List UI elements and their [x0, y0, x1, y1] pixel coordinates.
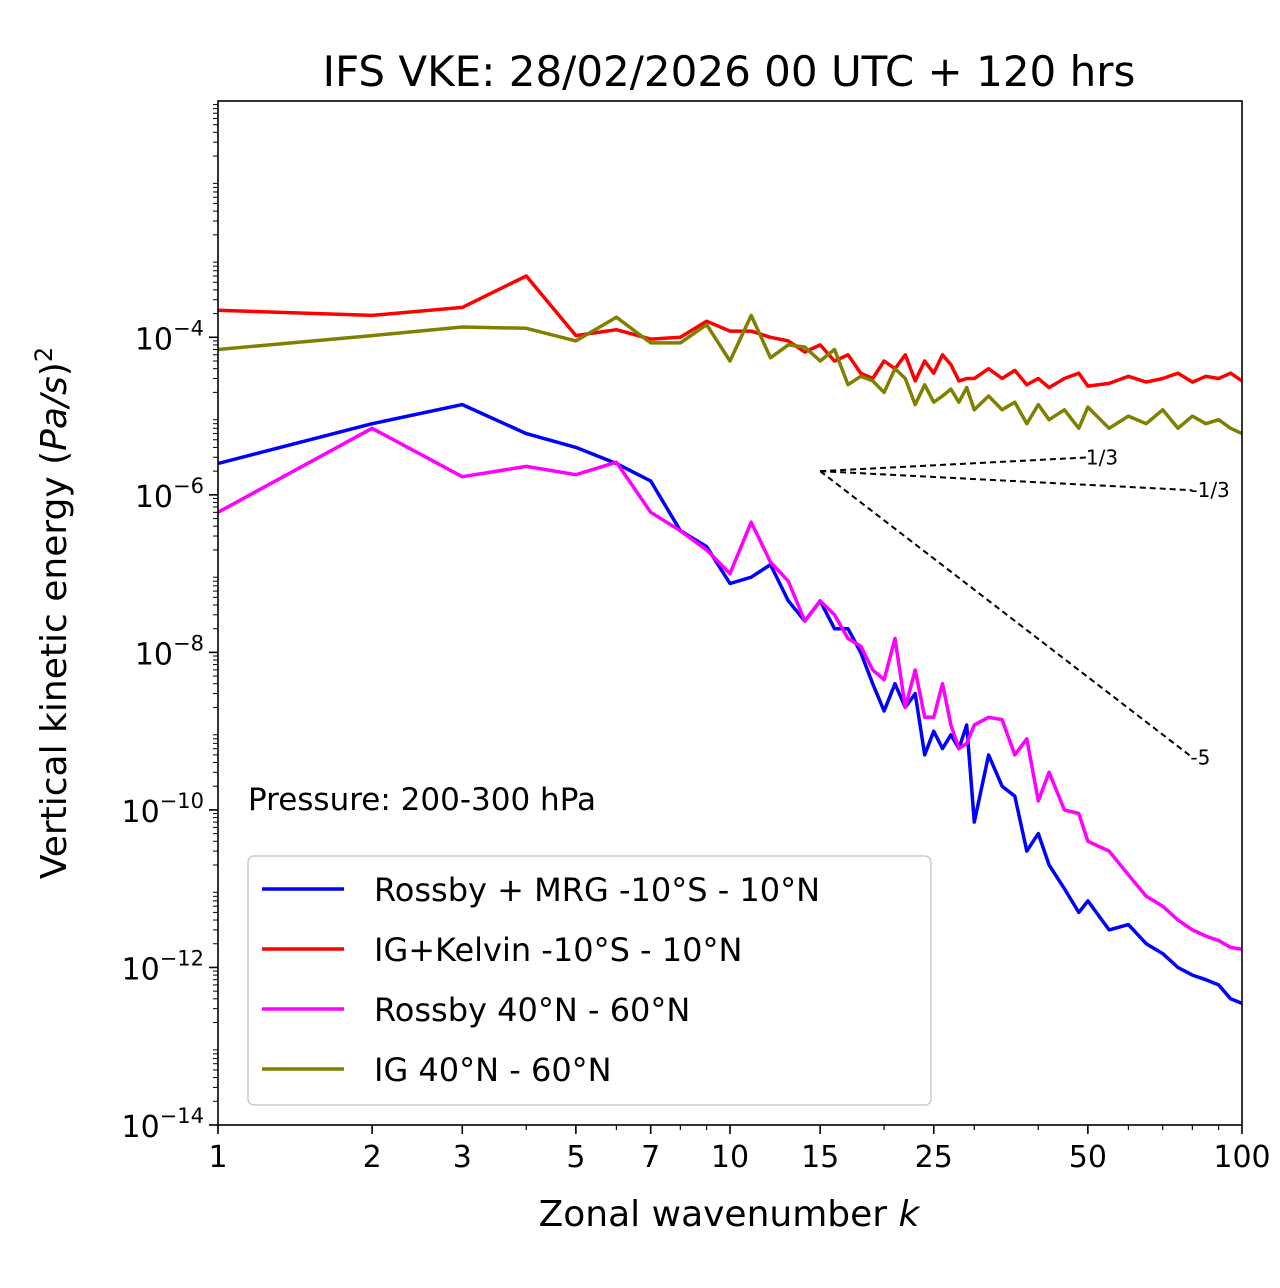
y-tick-label: 10−10: [121, 789, 204, 830]
legend-box: [247, 855, 932, 1106]
reference-slope-lines: [819, 456, 1193, 759]
y-axis-ticks: 10−4 10−6 10−8 10−10 10−12 10−14: [121, 104, 218, 1145]
y-tick-label: 10−14: [121, 1104, 204, 1145]
y-tick-label: 10−4: [135, 316, 204, 357]
reference-slope-label: -5: [1190, 745, 1210, 769]
y-tick-label: 10−6: [135, 474, 204, 515]
pressure-annotation: Pressure: 200-300 hPa: [248, 782, 596, 818]
y-tick-label: 10−8: [135, 631, 204, 672]
series-line: [218, 274, 1242, 390]
x-axis-label: Zonal wavenumber k: [539, 1194, 922, 1235]
series-line: [218, 402, 1242, 1006]
x-tick-label: 5: [566, 1140, 585, 1175]
legend-label: Rossby 40°N - 60°N: [374, 991, 690, 1029]
reference-slope-labels: 1/3 -1/3 -5: [1086, 445, 1230, 769]
legend-label: IG 40°N - 60°N: [374, 1051, 612, 1089]
reference-slope-line: [820, 470, 1193, 492]
x-tick-label: 2: [363, 1140, 382, 1175]
x-tick-label: 100: [1213, 1140, 1270, 1175]
legend-label: IG+Kelvin -10°S - 10°N: [374, 931, 742, 969]
y-axis-label: Vertical kinetic energy (Pa/s)2: [30, 347, 75, 879]
legend-label: Rossby + MRG -10°S - 10°N: [374, 871, 820, 909]
x-tick-label: 7: [641, 1140, 660, 1175]
chart-title: IFS VKE: 28/02/2026 00 UTC + 120 hrs: [323, 47, 1136, 96]
x-axis-ticks: 1 2 3 5 7 10 15 25 50 100: [208, 1125, 1271, 1175]
reference-slope-line: [820, 456, 1088, 473]
reference-slope-line: [819, 470, 1193, 759]
reference-slope-label: -1/3: [1190, 478, 1229, 502]
y-tick-label: 10−12: [121, 946, 204, 987]
x-tick-label: 25: [915, 1140, 953, 1175]
data-series: [218, 274, 1242, 1006]
x-tick-label: 1: [208, 1140, 227, 1175]
series-line: [218, 313, 1242, 436]
legend: Rossby + MRG -10°S - 10°N IG+Kelvin -10°S…: [247, 855, 932, 1106]
x-tick-label: 3: [453, 1140, 472, 1175]
x-tick-label: 15: [801, 1140, 839, 1175]
x-tick-label: 10: [711, 1140, 749, 1175]
x-tick-label: 50: [1069, 1140, 1107, 1175]
reference-slope-label: 1/3: [1086, 445, 1118, 469]
series-line: [218, 426, 1242, 952]
